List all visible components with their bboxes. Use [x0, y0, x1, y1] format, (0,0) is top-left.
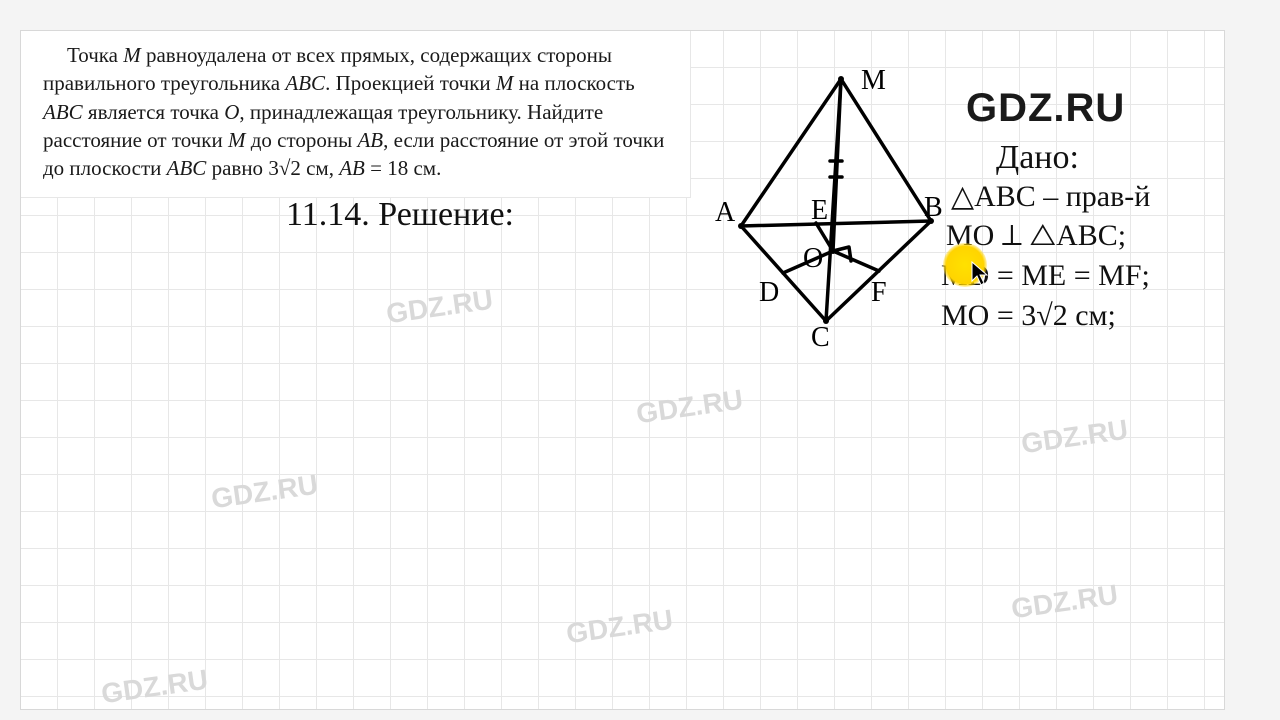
label-B: B	[924, 192, 943, 223]
worksheet-sheet: GDZ.RUGDZ.RUGDZ.RUGDZ.RUGDZ.RUGDZ.RUGDZ.…	[20, 30, 1225, 710]
label-M: M	[861, 65, 886, 96]
given-heading: Дано:	[996, 139, 1079, 177]
label-A: A	[715, 197, 736, 228]
site-logo: GDZ.RU	[966, 86, 1125, 131]
label-F: F	[871, 277, 887, 308]
given-line: MO = 3√2 см;	[941, 299, 1116, 333]
given-line: △ABC – прав-й	[951, 179, 1150, 214]
label-C: C	[811, 322, 830, 351]
geometry-diagram: M A B C D E F O	[711, 51, 971, 351]
given-line: MO ⟂ △ABC;	[946, 219, 1126, 253]
problem-statement: Точка M равноудалена от всех прямых, сод…	[21, 31, 691, 198]
given-line: MD = ME = MF;	[941, 259, 1150, 293]
label-D: D	[759, 277, 779, 308]
problem-text: Точка M равноудалена от всех прямых, сод…	[43, 41, 672, 183]
label-O: O	[803, 243, 823, 274]
label-E: E	[811, 195, 828, 226]
solution-heading: 11.14. Решение:	[286, 196, 514, 234]
